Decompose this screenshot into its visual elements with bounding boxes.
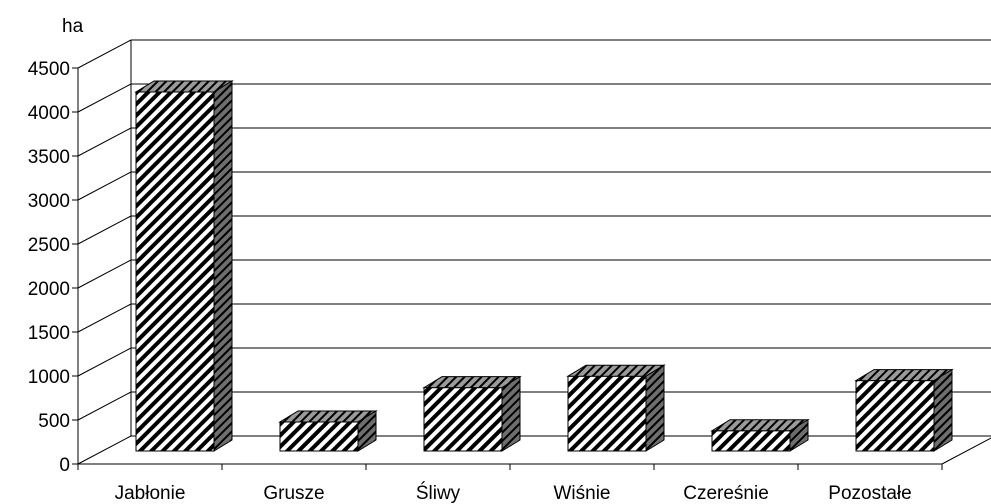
- bars: [134, 80, 954, 452]
- bar-side-face: [357, 410, 377, 452]
- grid-lines: [77, 39, 991, 465]
- y-tick-label: 3000: [28, 191, 70, 212]
- gridline-side: [77, 215, 132, 245]
- bar-side-face: [789, 418, 809, 452]
- gridline-side: [77, 259, 132, 289]
- y-tick-label: 4000: [28, 103, 70, 124]
- bar: [854, 368, 954, 452]
- gridline-side: [77, 127, 132, 157]
- y-tick-label: 2500: [28, 235, 70, 256]
- x-category-label: Śliwy: [416, 482, 461, 504]
- bar: [422, 375, 522, 452]
- x-category-label: Wiśnie: [553, 483, 610, 504]
- bar-side-face: [933, 368, 953, 452]
- bar-side-face: [501, 375, 521, 452]
- bar-front-face: [567, 375, 647, 452]
- axes: [72, 67, 943, 470]
- gridline-side: [77, 391, 132, 421]
- bar: [134, 80, 234, 452]
- bar-side-face: [213, 80, 233, 452]
- x-category-label: Pozostałe: [828, 483, 911, 504]
- y-tick-label: 3500: [28, 147, 70, 168]
- y-tick-label: 1000: [28, 367, 70, 388]
- bar-front-face: [855, 380, 935, 452]
- bar-front-face: [279, 421, 359, 452]
- gridline-side: [77, 347, 132, 377]
- bar-front-face: [135, 91, 215, 452]
- gridline-side: [77, 171, 132, 201]
- floor-right-edge: [941, 437, 991, 465]
- gridline-side: [77, 83, 132, 113]
- y-tick-label: 4500: [28, 59, 70, 80]
- bar-side-face: [645, 364, 665, 452]
- y-tick-label: 1500: [28, 323, 70, 344]
- x-category-label: Jabłonie: [115, 483, 186, 504]
- bar: [710, 418, 810, 452]
- gridline-side: [77, 39, 132, 69]
- gridline-side: [77, 435, 132, 465]
- bar-front-face: [711, 430, 791, 452]
- x-category-label: Czereśnie: [683, 483, 769, 504]
- bar: [278, 410, 378, 452]
- y-axis-unit-label: ha: [62, 16, 84, 37]
- y-tick-label: 2000: [28, 279, 70, 300]
- y-tick-label: 500: [38, 411, 70, 432]
- bar-front-face: [423, 387, 503, 452]
- labels: 0 500 1000 1500 2000 2500 3000 3500 4000 4500 Jabł…: [28, 59, 912, 504]
- x-category-label: Grusze: [263, 483, 324, 504]
- gridline-side: [77, 303, 132, 333]
- bar: [566, 364, 666, 452]
- y-tick-label: 0: [59, 455, 70, 476]
